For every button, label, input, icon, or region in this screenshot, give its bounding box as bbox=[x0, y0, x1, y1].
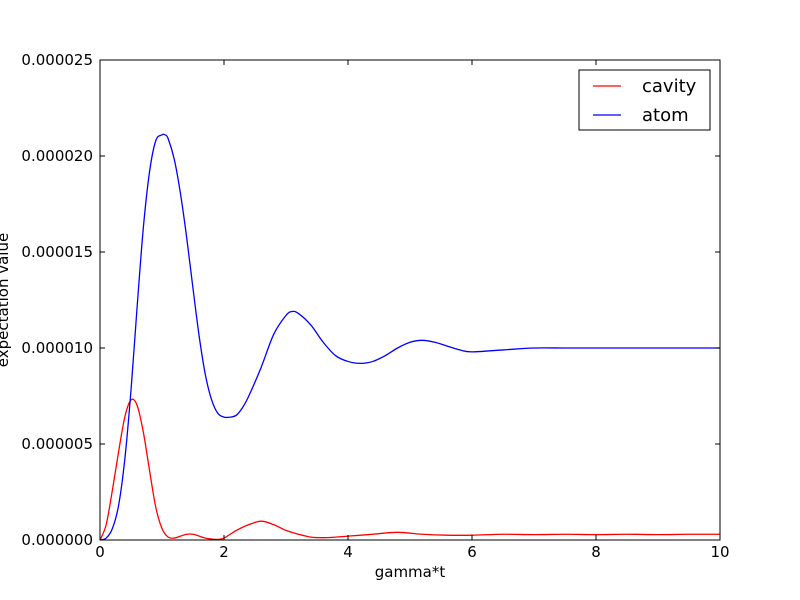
x-axis-label: gamma*t bbox=[375, 563, 446, 581]
x-tick-label: 2 bbox=[219, 543, 229, 561]
series-layer bbox=[99, 133, 721, 541]
legend-label-atom: atom bbox=[642, 105, 689, 126]
legend: cavity atom bbox=[578, 69, 711, 131]
y-tick-label: 0.000005 bbox=[21, 435, 93, 453]
y-axis-label: expectation value bbox=[0, 233, 12, 367]
y-tick-label: 0.000025 bbox=[21, 51, 93, 69]
x-tick-label: 0 bbox=[95, 543, 105, 561]
y-tick-label: 0.000015 bbox=[21, 243, 93, 261]
series-line-atom bbox=[99, 133, 720, 541]
y-tick-label: 0.000010 bbox=[21, 339, 93, 357]
plot-area bbox=[100, 60, 720, 540]
x-tick-label: 4 bbox=[343, 543, 353, 561]
x-tick-label: 10 bbox=[710, 543, 729, 561]
x-tick-label: 8 bbox=[591, 543, 601, 561]
legend-box bbox=[578, 69, 711, 131]
ticks-layer: 0 2 4 6 8 10 0.000000 0.000005 0.000010 0.000015 0… bbox=[21, 51, 729, 561]
x-tick-label: 6 bbox=[467, 543, 477, 561]
series-line-cavity bbox=[99, 398, 721, 541]
y-tick-label: 0.000000 bbox=[21, 531, 93, 549]
y-tick-label: 0.000020 bbox=[21, 147, 93, 165]
legend-label-cavity: cavity bbox=[642, 76, 697, 97]
plot-frame bbox=[99, 59, 721, 541]
